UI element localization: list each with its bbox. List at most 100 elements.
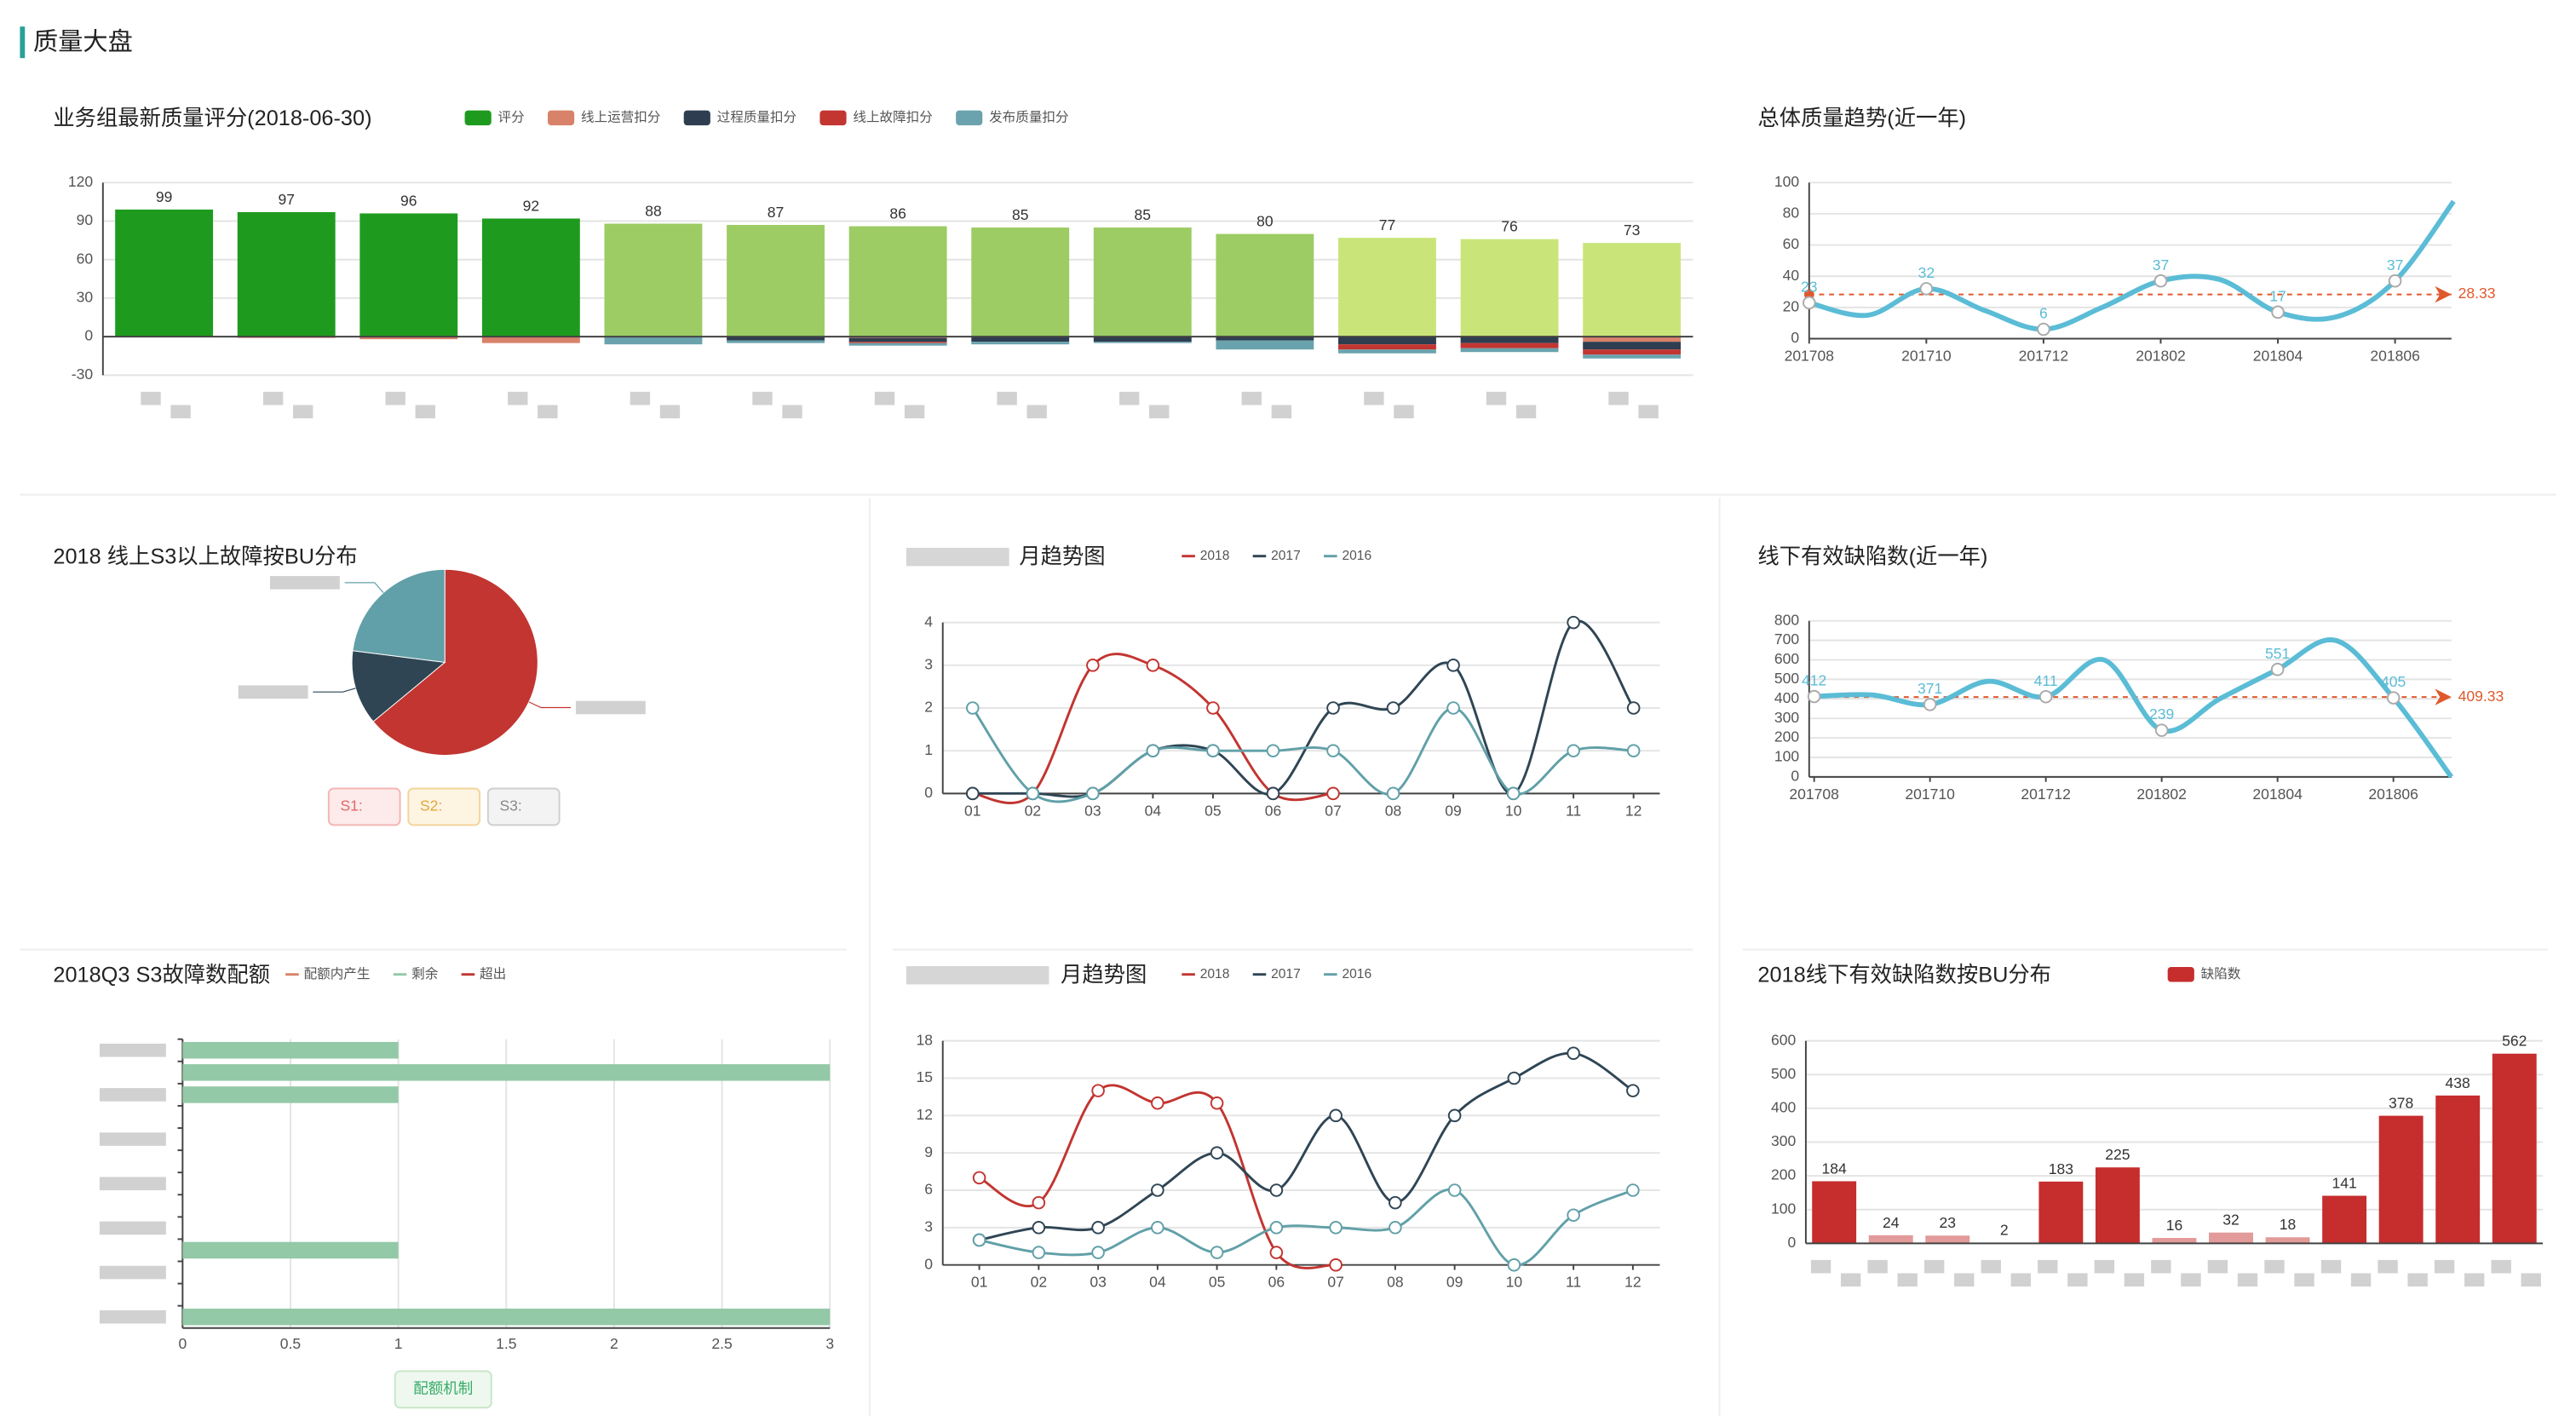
point	[1210, 1146, 1224, 1160]
bar	[1460, 342, 1559, 348]
filter-button-label[interactable]: S1:	[340, 797, 362, 814]
data-label: 6	[2039, 305, 2048, 322]
y-tick-label: 9	[924, 1143, 933, 1160]
point	[1032, 1246, 1046, 1259]
bar	[2492, 1053, 2537, 1244]
filter-button[interactable]	[407, 787, 481, 826]
x-tick-label: 2	[610, 1335, 618, 1352]
legend-label: 2016	[1342, 967, 1371, 981]
blurred-text	[906, 965, 1049, 985]
y-tick-label: 200	[1771, 1166, 1796, 1183]
data-label: 551	[2265, 645, 2290, 662]
point	[966, 701, 980, 715]
point	[1329, 1221, 1343, 1235]
data-label: 24	[1883, 1214, 1900, 1231]
chart-title: 月趋势图	[1019, 544, 1105, 568]
x-tick-label: 201708	[1789, 786, 1838, 803]
point	[1151, 1221, 1164, 1235]
bar	[2265, 1237, 2310, 1244]
data-label: 92	[523, 198, 539, 215]
blurred-label	[904, 405, 925, 419]
bar	[604, 337, 703, 345]
x-tick-label: 09	[1446, 1274, 1463, 1291]
x-tick-label: 03	[1084, 802, 1101, 819]
point	[1026, 786, 1040, 801]
point	[1506, 786, 1521, 801]
y-tick-label: 2	[924, 699, 933, 716]
point	[1567, 1208, 1580, 1223]
y-tick-label: 500	[1774, 670, 1799, 687]
leader-line	[344, 582, 384, 593]
x-tick-label: 11	[1566, 1274, 1581, 1291]
x-tick-label: 1.5	[496, 1335, 516, 1352]
filter-button-label[interactable]: S3:	[500, 797, 522, 814]
line	[978, 1084, 1337, 1269]
bar	[848, 342, 947, 343]
y-tick-label: 15	[917, 1068, 933, 1085]
filter-button[interactable]	[486, 787, 561, 826]
blurred-label	[782, 405, 802, 419]
bar	[727, 337, 825, 341]
legend-label: 2016	[1342, 549, 1371, 563]
blurred-label	[1271, 405, 1292, 419]
blurred-label	[99, 1310, 166, 1324]
x-tick-label: 201708	[1785, 348, 1834, 365]
legend-swatch	[464, 110, 492, 126]
legend-label: 超出	[480, 966, 506, 981]
bar	[2435, 1095, 2481, 1244]
point	[1210, 1096, 1224, 1110]
chart-title: 总体质量趋势(近一年)	[1757, 106, 1966, 130]
point	[966, 786, 980, 801]
action-button-label[interactable]: 配额机制	[413, 1379, 473, 1396]
x-tick-label: 06	[1265, 802, 1281, 819]
point	[1567, 1046, 1580, 1061]
blurred-label	[630, 391, 651, 406]
blurred-label	[1394, 405, 1414, 419]
x-tick-label: 0.5	[280, 1335, 301, 1352]
blurred-label	[2010, 1273, 2031, 1287]
x-tick-label: 201802	[2136, 786, 2186, 803]
bar	[1583, 337, 1682, 342]
legend-label: 线上故障扣分	[853, 109, 932, 124]
y-tick-label: 40	[1783, 267, 1800, 284]
legend-swatch	[2167, 966, 2194, 982]
point	[1919, 282, 1934, 296]
y-tick-label: 500	[1771, 1065, 1796, 1082]
bar	[1093, 342, 1192, 343]
x-tick-label: 201712	[2021, 786, 2070, 803]
y-tick-label: 0	[1791, 767, 1799, 784]
bar	[1093, 337, 1192, 342]
y-tick-label: 60	[1783, 235, 1800, 252]
y-tick-label: 200	[1774, 728, 1799, 745]
point	[1507, 1071, 1521, 1085]
filter-button[interactable]	[327, 787, 401, 826]
x-tick-label: 02	[1031, 1274, 1047, 1291]
y-tick-label: 60	[77, 250, 94, 267]
blurred-label	[2151, 1259, 2171, 1274]
point	[1091, 1221, 1105, 1235]
blurred-label	[2094, 1259, 2115, 1274]
bar	[971, 342, 1070, 345]
blurred-label	[2038, 1259, 2058, 1274]
data-label: 141	[2332, 1174, 2356, 1191]
filter-button-label[interactable]: S2:	[420, 797, 442, 814]
blurred-label	[1026, 405, 1047, 419]
blurred-label	[874, 391, 895, 406]
y-tick-label: 400	[1774, 689, 1799, 706]
data-label: 18	[2280, 1216, 2296, 1233]
average-arrow	[2435, 688, 2452, 705]
data-label: 37	[2153, 256, 2169, 273]
y-tick-label: 0	[84, 327, 93, 344]
blurred-label	[99, 1132, 166, 1146]
legend-label: 2017	[1271, 549, 1301, 563]
data-label: 371	[1918, 680, 1942, 697]
action-button[interactable]	[394, 1370, 492, 1409]
leader-line	[528, 701, 572, 709]
point	[1803, 296, 1816, 310]
point	[1091, 1084, 1105, 1097]
point	[1032, 1195, 1046, 1210]
blurred-label	[141, 391, 161, 406]
point	[1446, 701, 1460, 715]
x-tick-label: 10	[1505, 802, 1522, 819]
x-tick-label: 201802	[2136, 348, 2185, 365]
